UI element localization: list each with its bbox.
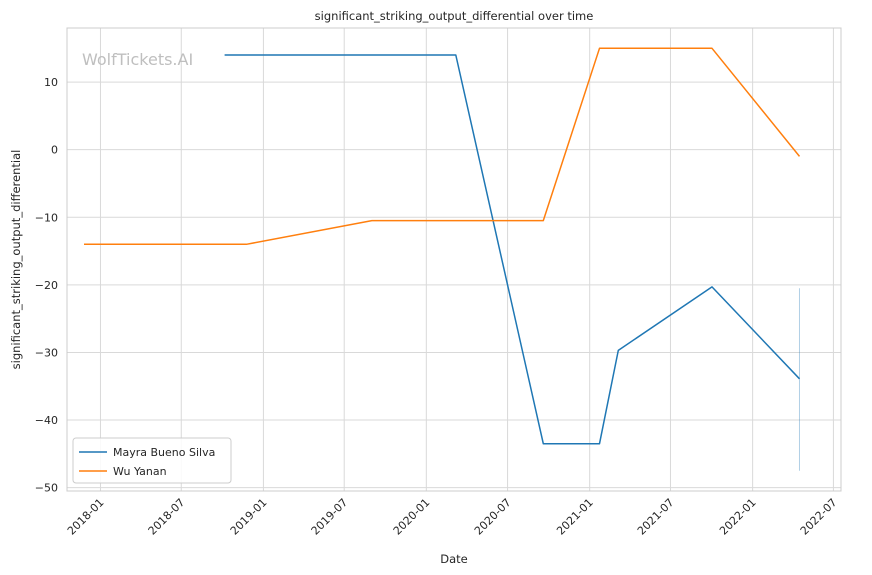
watermark: WolfTickets.AI: [82, 50, 193, 69]
series-lines: [84, 47, 801, 471]
x-tick-label: 2020-07: [472, 496, 514, 538]
x-tick-label: 2018-07: [146, 496, 188, 538]
x-axis-label: Date: [440, 552, 468, 566]
grid: [67, 28, 841, 491]
y-tick-label: −30: [35, 346, 58, 359]
x-tick-label: 2019-07: [309, 496, 351, 538]
y-tick-label: 0: [51, 144, 58, 157]
series-line-0: [224, 54, 801, 445]
x-tick-label: 2022-07: [798, 496, 840, 538]
y-tick-label: −10: [35, 211, 58, 224]
series-line-1: [84, 47, 801, 246]
chart-title: significant_striking_output_differential…: [315, 9, 594, 23]
x-tick-labels: 2018-01 2018-07 2019-01 2019-07 2020-01 2020-…: [65, 496, 840, 538]
y-tick-labels: 10 0 −10 −20 −30 −40 −50: [35, 76, 58, 495]
legend-box: [72, 437, 232, 484]
y-tick-label: −40: [35, 414, 58, 427]
legend-label-0: Mayra Bueno Silva: [113, 446, 215, 459]
x-tick-label: 2021-07: [635, 496, 677, 538]
x-tick-label: 2019-01: [228, 496, 270, 538]
y-tick-label: −50: [35, 482, 58, 495]
y-tick-label: 10: [44, 76, 58, 89]
y-axis-label: significant_striking_output_differential: [9, 150, 23, 370]
plot-frame: [66, 27, 842, 492]
x-tick-label: 2020-01: [391, 496, 433, 538]
y-tick-label: −20: [35, 279, 58, 292]
legend-label-1: Wu Yanan: [113, 465, 167, 478]
x-tick-label: 2018-01: [65, 496, 107, 538]
x-tick-label: 2021-01: [554, 496, 596, 538]
legend: Mayra Bueno Silva Wu Yanan: [72, 437, 232, 484]
x-tick-label: 2022-01: [717, 496, 759, 538]
